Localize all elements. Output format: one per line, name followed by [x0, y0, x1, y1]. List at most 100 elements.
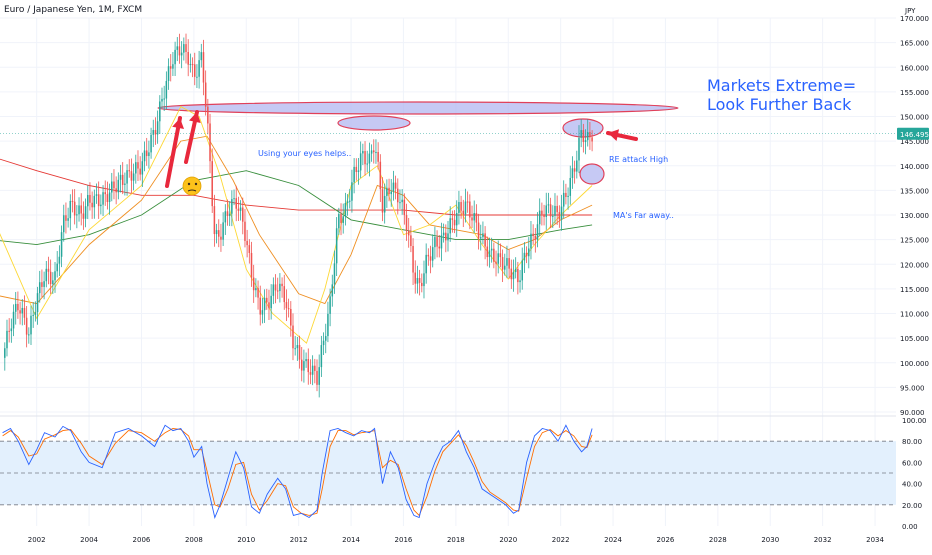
candle-body — [471, 217, 473, 221]
candle-body — [410, 235, 412, 247]
candle-body — [431, 247, 434, 261]
time-tick-label: 2030 — [761, 536, 779, 544]
moving-average-line — [0, 135, 593, 305]
time-tick-label: 2020 — [499, 536, 517, 544]
candle-body — [17, 303, 19, 311]
candle-body — [290, 308, 292, 326]
currency-label: JPY — [904, 7, 916, 15]
candle-body — [506, 258, 508, 266]
candle-body — [464, 201, 467, 215]
candle-body — [589, 132, 591, 138]
candle-body — [501, 257, 504, 270]
candle-body — [156, 121, 159, 135]
candle-body — [543, 214, 545, 218]
candle-body — [508, 258, 510, 269]
candle-body — [204, 82, 207, 107]
candle-body — [135, 162, 137, 174]
candle-body — [473, 212, 475, 221]
candle-body — [71, 200, 74, 202]
candle-body — [298, 345, 301, 360]
candle-body — [554, 205, 556, 216]
candle-body — [359, 153, 362, 171]
candle-body — [250, 252, 253, 278]
candle-body — [311, 365, 314, 375]
candle-body — [569, 178, 572, 196]
thinking-face-eye-icon — [194, 182, 198, 186]
candle-body — [429, 256, 432, 261]
candle-body — [263, 297, 266, 311]
candle-body — [180, 52, 183, 56]
candle-body — [565, 192, 567, 198]
candle-body — [28, 334, 30, 336]
time-tick-label: 2032 — [814, 536, 832, 544]
candle-body — [165, 80, 168, 99]
candle-body — [14, 303, 17, 312]
oscillator-tick-label: 20.00 — [902, 502, 922, 510]
price-tick-label: 115.000 — [900, 286, 929, 294]
candle-body — [558, 212, 561, 220]
candle-body — [244, 221, 246, 241]
candle-body — [174, 49, 176, 65]
candle-body — [453, 219, 456, 226]
candle-body — [571, 168, 574, 179]
candle-body — [106, 194, 109, 203]
time-tick-label: 2006 — [133, 536, 151, 544]
price-tick-label: 125.000 — [900, 237, 929, 245]
candle-body — [399, 202, 401, 204]
candle-body — [482, 233, 484, 238]
resistance-band-ellipse — [157, 101, 679, 115]
candle-body — [445, 232, 447, 241]
last-price-label: 146.495 — [900, 131, 929, 139]
candle-body — [469, 201, 471, 218]
candle-body — [547, 204, 550, 206]
thinking-face-mouth-icon — [187, 189, 197, 192]
candle-body — [80, 205, 82, 214]
candle-body — [451, 218, 454, 220]
candle-body — [418, 277, 421, 283]
candle-body — [47, 268, 50, 272]
candle-body — [143, 150, 146, 162]
candle-body — [159, 101, 161, 122]
candle-body — [327, 313, 329, 337]
candle-body — [392, 182, 395, 192]
candle-body — [285, 302, 288, 309]
candle-body — [523, 252, 526, 261]
candle-body — [207, 106, 209, 124]
price-tick-label: 140.000 — [900, 163, 929, 171]
candle-body — [436, 237, 438, 247]
moving-average-line — [0, 170, 593, 246]
chart-title: Euro / Japanese Yen, 1M, FXCM — [4, 5, 143, 15]
candle-body — [38, 282, 41, 294]
candle-body — [91, 202, 93, 208]
candle-body — [525, 252, 528, 257]
candle-body — [246, 240, 248, 246]
candle-body — [294, 348, 296, 350]
candle-body — [36, 293, 39, 313]
candle-body — [163, 98, 165, 100]
candle-body — [178, 46, 181, 56]
note-eyes: Using your eyes helps.. — [258, 149, 351, 158]
candle-body — [119, 174, 122, 180]
red-arrow-retest-head — [608, 129, 620, 141]
candle-body — [213, 206, 216, 235]
candle-body — [458, 202, 460, 214]
candle-body — [169, 66, 172, 69]
candle-body — [235, 198, 237, 209]
candle-body — [172, 64, 174, 69]
candle-body — [530, 233, 532, 249]
candle-body — [438, 246, 441, 249]
candle-body — [344, 203, 347, 217]
candle-body — [528, 248, 530, 257]
candle-body — [82, 213, 85, 219]
candle-body — [394, 182, 397, 189]
candle-body — [54, 271, 56, 281]
candle-body — [220, 236, 222, 240]
candle-body — [224, 211, 227, 223]
price-tick-label: 90.000 — [900, 409, 925, 417]
price-tick-label: 155.000 — [900, 89, 929, 97]
oscillator-d-line — [2, 428, 593, 517]
candle-body — [113, 181, 115, 189]
candle-body — [375, 152, 377, 154]
oscillator-layer — [2, 424, 593, 519]
candle-body — [239, 207, 242, 211]
